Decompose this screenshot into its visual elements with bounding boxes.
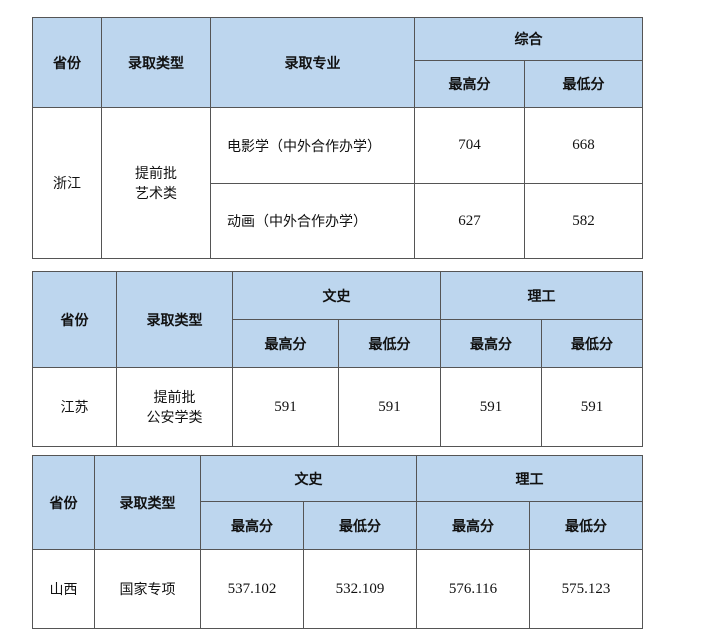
header-province: 省份 <box>32 17 102 108</box>
header-group: 综合 <box>414 17 643 61</box>
table-row: 动画（中外合作办学） 627 582 <box>33 183 643 259</box>
major: 电影学（中外合作办学） <box>210 107 415 184</box>
header-liberal-arts: 文史 <box>232 271 441 320</box>
max-score: 704 <box>414 107 525 184</box>
header-min: 最低分 <box>303 501 417 550</box>
table-jiangsu: 省份 录取类型 文史 理工 最高分 最低分 最高分 最低分 江苏 提前批 公安学类 591 591 5… <box>32 271 643 447</box>
type-line: 公安学类 <box>146 410 203 426</box>
score: 591 <box>232 367 339 447</box>
header-province: 省份 <box>32 455 95 550</box>
header-province: 省份 <box>32 271 117 368</box>
header-science: 理工 <box>440 271 643 320</box>
header-min: 最低分 <box>541 319 643 368</box>
header-liberal-arts: 文史 <box>200 455 417 502</box>
score: 537.102 <box>200 549 304 629</box>
min-score: 582 <box>524 183 643 259</box>
admission-type: 提前批 公安学类 <box>116 367 233 447</box>
table-zhejiang: 省份 录取类型 录取专业 综合 最高分 最低分 浙江 提前批 艺术类 电影学（中外合作办学） 7… <box>32 17 643 259</box>
score: 591 <box>440 367 542 447</box>
header-max: 最高分 <box>232 319 339 368</box>
header-max: 最高分 <box>416 501 530 550</box>
header-type: 录取类型 <box>101 17 211 108</box>
table-row: 山西 国家专项 537.102 532.109 576.116 575.123 <box>32 549 643 629</box>
score: 575.123 <box>529 549 643 629</box>
min-score: 668 <box>524 107 643 184</box>
type-line: 提前批 <box>135 166 177 182</box>
header-max: 最高分 <box>414 60 525 108</box>
header-min: 最低分 <box>338 319 441 368</box>
header-max: 最高分 <box>440 319 542 368</box>
province: 山西 <box>32 549 95 629</box>
admission-type: 国家专项 <box>94 549 201 629</box>
header-min: 最低分 <box>529 501 643 550</box>
table-row: 江苏 提前批 公安学类 591 591 591 591 <box>32 367 643 447</box>
score: 532.109 <box>303 549 417 629</box>
table-row: 浙江 提前批 艺术类 电影学（中外合作办学） 704 668 <box>32 107 643 259</box>
type-line: 提前批 <box>153 390 196 406</box>
header-max: 最高分 <box>200 501 304 550</box>
header-major: 录取专业 <box>210 17 415 108</box>
header-type: 录取类型 <box>116 271 233 368</box>
type-line: 艺术类 <box>135 186 177 202</box>
score: 591 <box>541 367 643 447</box>
max-score: 627 <box>414 183 525 259</box>
header-min: 最低分 <box>524 60 643 108</box>
province: 江苏 <box>32 367 117 447</box>
table-shanxi: 省份 录取类型 文史 理工 最高分 最低分 最高分 最低分 山西 国家专项 537.102 532… <box>32 455 643 629</box>
province: 浙江 <box>32 107 102 259</box>
score: 576.116 <box>416 549 530 629</box>
admission-type: 提前批 艺术类 <box>101 107 211 259</box>
header-science: 理工 <box>416 455 643 502</box>
header-type: 录取类型 <box>94 455 201 550</box>
score: 591 <box>338 367 441 447</box>
major: 动画（中外合作办学） <box>210 183 415 259</box>
